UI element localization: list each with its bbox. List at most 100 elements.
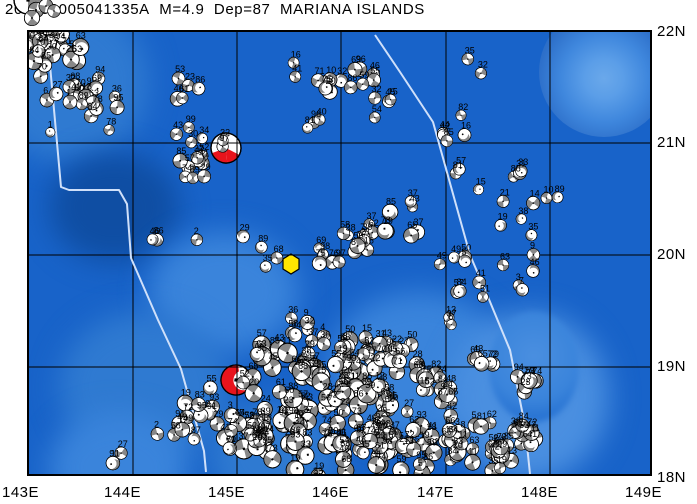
svg-text:58: 58 [337,334,347,344]
svg-text:21: 21 [249,411,259,421]
svg-text:70: 70 [37,61,47,71]
svg-text:7: 7 [519,276,524,286]
svg-text:15: 15 [410,434,420,444]
svg-text:50: 50 [334,408,344,418]
svg-text:27: 27 [118,439,128,449]
svg-text:86: 86 [354,388,364,398]
svg-text:8: 8 [461,419,466,429]
svg-text:32: 32 [220,127,230,137]
svg-text:24: 24 [261,394,271,404]
svg-text:34: 34 [199,125,209,135]
svg-text:19: 19 [181,387,191,397]
svg-text:62: 62 [487,409,497,419]
svg-text:29: 29 [305,339,315,349]
svg-text:85: 85 [41,50,51,60]
svg-text:11: 11 [458,430,467,440]
svg-text:98: 98 [289,405,299,415]
svg-text:69: 69 [92,73,102,83]
svg-text:9: 9 [109,448,114,458]
svg-text:19: 19 [498,212,508,222]
svg-text:46: 46 [339,444,349,454]
svg-text:61: 61 [276,377,286,387]
svg-text:78: 78 [381,215,391,225]
svg-text:35: 35 [263,253,273,263]
svg-text:15: 15 [316,365,326,375]
svg-text:52: 52 [525,365,535,375]
svg-text:2: 2 [154,420,159,430]
svg-text:36: 36 [320,329,330,339]
svg-text:15: 15 [420,376,430,386]
svg-text:20: 20 [249,377,259,387]
svg-text:28: 28 [413,349,423,359]
svg-text:58: 58 [384,383,394,393]
svg-text:25: 25 [381,408,391,418]
svg-text:71: 71 [393,356,403,366]
svg-text:75: 75 [322,74,332,84]
svg-text:86: 86 [347,73,357,83]
svg-text:6: 6 [43,85,48,95]
svg-text:61: 61 [179,84,189,94]
svg-text:73: 73 [352,406,362,416]
svg-text:56: 56 [446,416,456,426]
svg-text:49: 49 [451,244,461,254]
svg-text:75: 75 [422,364,432,374]
svg-text:74: 74 [366,426,376,436]
svg-text:87: 87 [191,425,201,435]
svg-text:41: 41 [527,429,537,439]
svg-text:41: 41 [476,268,486,278]
svg-text:67: 67 [297,354,307,364]
svg-text:5: 5 [399,431,404,441]
svg-text:22: 22 [392,334,402,344]
svg-text:81: 81 [305,115,315,125]
svg-text:94: 94 [291,320,301,330]
svg-text:32: 32 [372,84,382,94]
svg-text:23: 23 [185,72,195,82]
svg-text:5: 5 [472,410,477,420]
svg-text:37: 37 [308,327,318,337]
svg-text:11: 11 [282,336,291,346]
svg-text:10: 10 [544,185,554,195]
svg-text:3: 3 [455,417,460,427]
svg-text:86: 86 [291,425,301,435]
svg-text:23: 23 [284,395,294,405]
svg-text:78: 78 [106,117,116,127]
svg-text:8: 8 [386,418,391,428]
svg-text:59: 59 [397,454,407,464]
svg-text:40: 40 [317,106,327,116]
svg-text:63: 63 [76,32,86,41]
svg-text:84: 84 [519,411,529,421]
svg-text:86: 86 [195,74,205,84]
svg-text:19: 19 [420,430,430,440]
svg-text:63: 63 [89,88,99,98]
svg-text:63: 63 [500,252,510,262]
svg-text:89: 89 [376,430,386,440]
svg-text:35: 35 [528,222,538,232]
svg-text:53: 53 [175,64,185,74]
svg-text:25: 25 [67,43,77,53]
svg-text:85: 85 [176,146,186,156]
svg-text:9: 9 [304,308,309,318]
svg-text:65: 65 [249,361,259,371]
svg-text:97: 97 [336,248,346,258]
svg-text:1: 1 [48,120,53,130]
svg-text:27: 27 [404,398,414,408]
svg-text:75: 75 [316,248,326,258]
svg-text:94: 94 [443,379,453,389]
svg-text:21: 21 [500,188,510,198]
svg-text:99: 99 [186,114,196,124]
svg-text:70: 70 [377,344,387,354]
svg-text:49: 49 [367,413,377,423]
svg-text:17: 17 [48,39,58,49]
svg-text:89: 89 [79,91,89,101]
svg-text:65: 65 [478,349,488,359]
svg-text:72: 72 [183,402,193,412]
svg-text:58: 58 [340,219,350,229]
svg-text:8: 8 [449,312,454,322]
svg-text:15: 15 [476,177,486,187]
svg-text:85: 85 [386,196,396,206]
svg-text:79: 79 [497,432,507,442]
svg-text:59: 59 [354,231,364,241]
svg-text:14: 14 [530,189,540,199]
svg-text:2: 2 [194,226,199,236]
svg-text:37: 37 [303,405,313,415]
